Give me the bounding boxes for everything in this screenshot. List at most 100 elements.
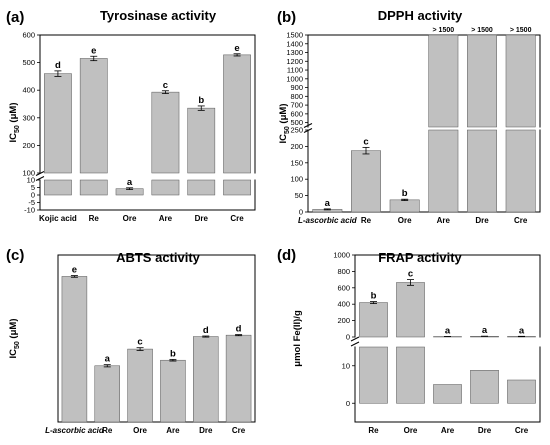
panel-3-bar-1-lower: [396, 346, 425, 404]
panel-2-ylabel: IC50 (μM): [8, 319, 21, 359]
panel-3-ytick-label-0-0: 0: [346, 333, 350, 342]
panel-0-bar-3-lower: [151, 179, 180, 196]
panel-3-axis-break-mark-2: [350, 341, 360, 347]
panel-0-ytick-label-1-2: 0: [31, 191, 35, 200]
panel-3-sig-label-4: a: [519, 325, 525, 336]
panel-1-ytick-label-0-10: 1500: [286, 31, 303, 40]
panel-2-xtick-label-2: Ore: [133, 426, 147, 435]
panel-3-bar-2-lower: [433, 384, 462, 404]
panel-0-title: Tyrosinase activity: [100, 8, 217, 23]
panel-1-over-label-4: > 1500: [471, 27, 493, 34]
panel-0-frame: [39, 34, 256, 211]
panel-3-ytick-label-0-1: 200: [337, 316, 350, 325]
panel-0-xtick-label-2: Ore: [123, 214, 137, 223]
panel-3-ytick-label-0-4: 800: [337, 267, 350, 276]
panel-0-xtick-label-4: Dre: [195, 214, 209, 223]
panel-0-xtick-label-3: Are: [159, 214, 173, 223]
panel-3-ylabel: μmol Fe(II)/g: [292, 310, 303, 367]
panel-0-bar-3-upper: [151, 91, 180, 174]
panel-0-sig-label-1: e: [91, 45, 96, 56]
panel-1-sig-label-1: c: [363, 136, 368, 147]
panel-0-sig-label-3: c: [163, 80, 168, 91]
panel-0-label: (a): [6, 9, 24, 26]
panel-2-sig-label-1: a: [105, 354, 111, 365]
panel-1-ytick-label-1-1: 50: [295, 191, 303, 200]
panel-0-sig-label-2: a: [127, 177, 133, 188]
panel-3-label: (d): [277, 247, 296, 264]
panel-0-bar-1-lower: [79, 179, 108, 196]
panel-2-xtick-label-3: Are: [166, 426, 180, 435]
panel-3-xtick-label-2: Are: [441, 426, 455, 435]
panel-3-bar-1-upper: [396, 282, 425, 338]
panel-1-ytick-label-1-5: 250: [290, 126, 303, 135]
panel-3-sig-label-1: c: [408, 269, 413, 280]
panel-1-xtick-label-4: Dre: [475, 216, 489, 225]
panel-2-bar-1: [94, 365, 120, 423]
panel-0-bar-0-upper: [44, 73, 72, 174]
panel-1-ytick-label-0-6: 1100: [287, 66, 303, 75]
panel-0-axis-break-mark-1: [35, 171, 45, 176]
panel-0-ytick-label-0-0: 100: [22, 169, 35, 178]
panel-1-frame: [307, 34, 541, 213]
panel-1-ytick-label-0-9: 1400: [286, 39, 303, 48]
panel-0-xtick-label-5: Cre: [230, 214, 244, 223]
panel-3-ytick-label-1-0: 0: [346, 399, 350, 408]
panel-3-bar-3-lower: [470, 370, 499, 404]
panel-2-frame: [57, 254, 256, 423]
panel-2-xtick-label-4: Dre: [199, 426, 213, 435]
panel-1-xtick-label-2: Ore: [398, 216, 412, 225]
panel-0-xtick-label-1: Re: [89, 214, 100, 223]
panel-1-ytick-label-1-4: 200: [290, 142, 303, 151]
panel-0-ytick-label-1-0: -10: [24, 206, 35, 215]
panel-1-xtick-label-5: Cre: [514, 216, 528, 225]
panel-0-bar-5-upper: [223, 54, 251, 174]
panel-1-ytick-label-0-8: 1300: [286, 48, 303, 57]
panel-1-ytick-label-0-2: 700: [290, 101, 303, 110]
panel-0-ytick-label-1-4: 10: [27, 176, 35, 185]
panel-0-bar-4-upper: [187, 107, 216, 174]
panel-2-xtick-label-0: L-ascorbic acid: [45, 426, 105, 435]
panel-3-xtick-label-3: Dre: [478, 426, 492, 435]
panel-2-label: (c): [6, 247, 24, 264]
panel-1-bar-1-lower: [351, 150, 381, 213]
panel-3-bar-0-upper: [359, 302, 388, 338]
panel-2-sig-label-2: c: [137, 337, 142, 348]
panel-1-xtick-label-0: L-ascorbic acid: [298, 216, 358, 225]
panel-3-sig-label-3: a: [482, 325, 488, 336]
panel-3-xtick-label-0: Re: [368, 426, 379, 435]
panel-2-sig-label-3: b: [170, 348, 176, 359]
panel-3-bar-4-lower: [507, 379, 536, 404]
panel-3-axis-break-mark-1: [350, 336, 360, 342]
panel-1-sig-label-2: b: [402, 188, 408, 199]
panel-1-ytick-label-0-1: 600: [290, 109, 303, 118]
panel-3-bar-0-lower: [359, 346, 388, 404]
panel-1-title: DPPH activity: [378, 8, 463, 23]
panel-1-axis-break-gap: [304, 127, 541, 130]
panel-1-ylabel: IC50 (μM): [278, 104, 291, 144]
panel-1-label: (b): [277, 9, 296, 26]
panel-1-bar-4-upper: [467, 34, 497, 128]
panel-2-sig-label-0: e: [72, 265, 77, 276]
panel-1-bar-3-upper: [428, 34, 459, 128]
panel-2-bar-3: [160, 359, 186, 423]
panel-0-ytick-label-0-5: 600: [22, 31, 35, 40]
panel-1-xtick-label-1: Re: [361, 216, 372, 225]
panel-1-ytick-label-0-7: 1200: [286, 57, 303, 66]
panel-0-xtick-label-0: Kojic acid: [39, 214, 77, 223]
panel-0-ytick-label-0-1: 200: [22, 141, 35, 150]
panel-0-ytick-label-0-2: 300: [22, 113, 35, 122]
panel-3-ytick-label-1-1: 10: [342, 361, 350, 370]
panel-1-ytick-label-1-2: 100: [290, 175, 303, 184]
panel-0-ytick-label-0-3: 400: [22, 86, 35, 95]
panel-1-bar-4-lower: [467, 129, 497, 213]
panel-1-ytick-label-0-0: 500: [290, 118, 303, 127]
panel-1-axis-break-mark-2: [303, 128, 313, 133]
panel-0-bar-5-lower: [223, 179, 251, 196]
panel-1-bar-3-lower: [428, 129, 459, 213]
panel-3-title: FRAP activity: [378, 250, 462, 265]
panel-2-title: ABTS activity: [116, 250, 201, 265]
panel-0-ytick-label-0-4: 500: [22, 58, 35, 67]
panel-1-bar-5-lower: [505, 129, 536, 213]
panel-1-xtick-label-3: Are: [437, 216, 451, 225]
panel-2-sig-label-5: d: [236, 324, 242, 335]
